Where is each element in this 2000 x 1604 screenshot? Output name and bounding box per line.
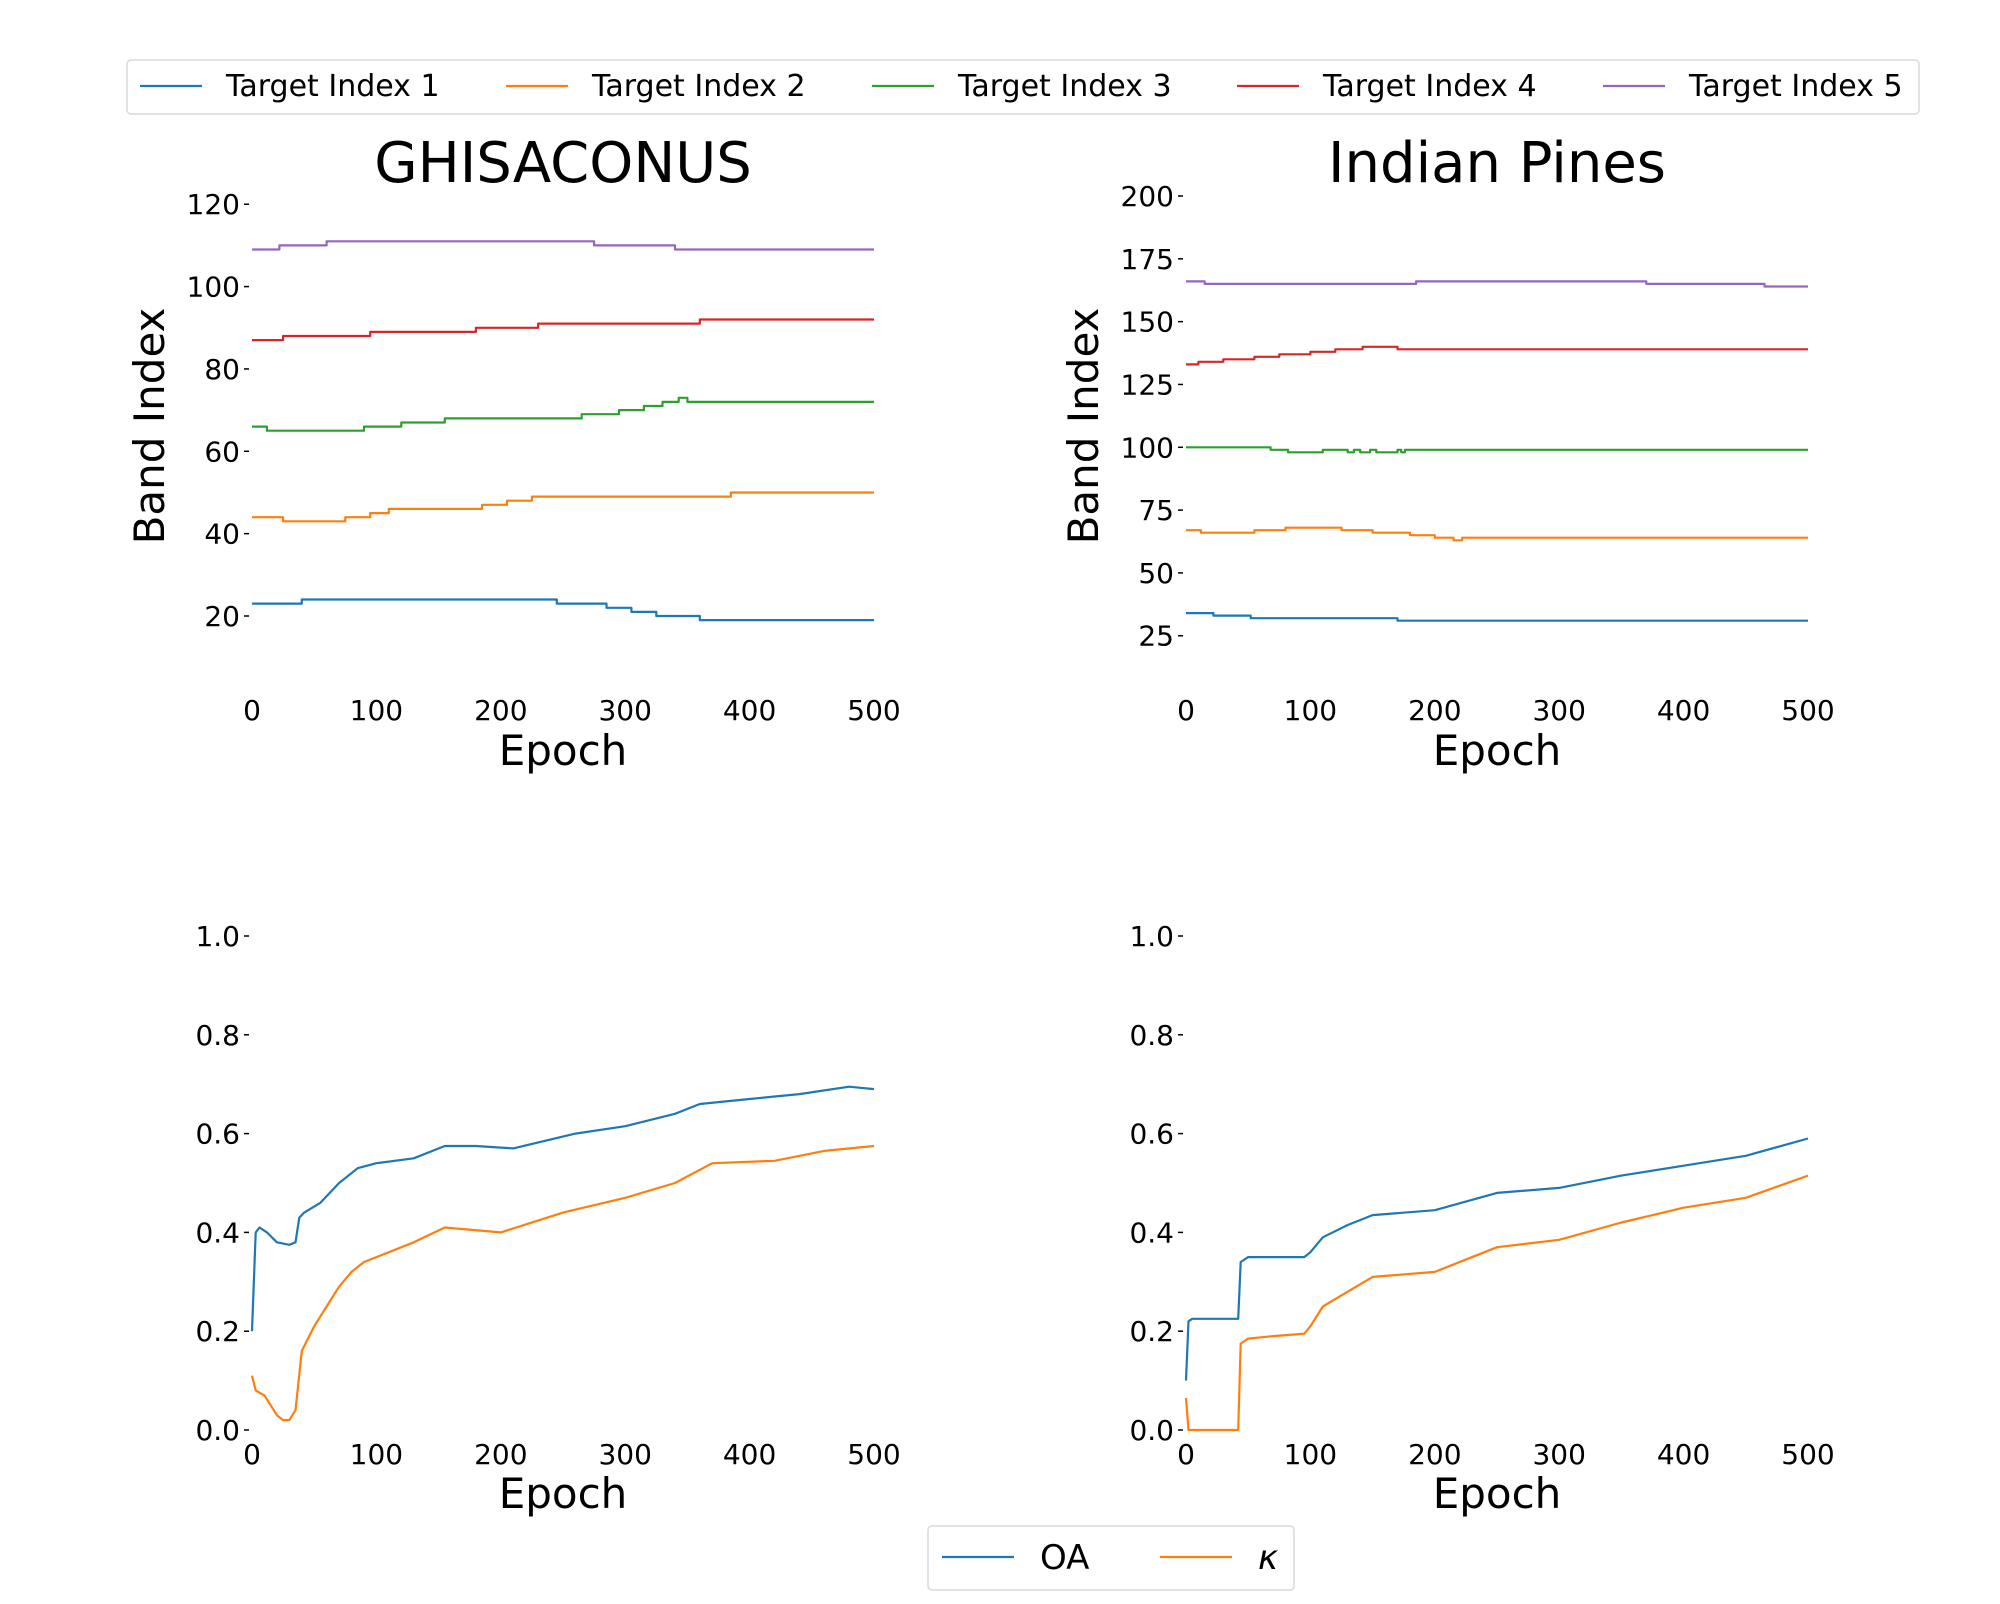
x-axis-label: Epoch — [499, 726, 628, 775]
x-tick-label: 200 — [474, 1438, 527, 1471]
series-line-1 — [250, 1085, 875, 1332]
bottom-legend-frame — [927, 1525, 1295, 1591]
series-line-2 — [1184, 1174, 1809, 1432]
x-axis-label: Epoch — [1433, 726, 1562, 775]
x-axis-label: Epoch — [499, 1469, 628, 1518]
y-tick-label: 0.0 — [1129, 1414, 1174, 1447]
series-line-2 — [252, 491, 874, 523]
series-line-4 — [252, 318, 874, 342]
x-tick-label: 100 — [350, 1438, 403, 1471]
x-tick-label: 0 — [243, 694, 261, 727]
series-line-4 — [1186, 345, 1808, 366]
x-tick-label: 300 — [598, 694, 651, 727]
x-tick-label: 100 — [1284, 1438, 1337, 1471]
accuracy-chart-ghisaconus: Epoch 0 100 200 300 400 500 0.0 0.2 0.4 0.6 0.8 1.0 — [195, 920, 900, 1518]
band-index-chart-ghisaconus: GHISACONUS Band Index Epoch 0 100 200 300 40… — [125, 131, 901, 775]
x-tick-label: 300 — [598, 1438, 651, 1471]
x-tick-label: 300 — [1532, 694, 1585, 727]
series-line-2 — [250, 1144, 875, 1422]
y-tick-label: 40 — [204, 518, 240, 551]
accuracy-chart-indian-pines: Epoch 0 100 200 300 400 500 0.0 0.2 0.4 0.6 0.8 1.0 — [1129, 920, 1834, 1518]
series-line-5 — [1186, 280, 1808, 288]
y-tick-label: 0.2 — [1129, 1315, 1174, 1348]
y-tick-label: 20 — [204, 600, 240, 633]
series-line-1 — [252, 598, 874, 622]
top-legend: Target Index 1 Target Index 2 Target Index… — [126, 59, 1920, 115]
x-tick-label: 500 — [847, 694, 900, 727]
y-tick-label: 1.0 — [1129, 920, 1174, 953]
x-tick-label: 500 — [1781, 1438, 1834, 1471]
x-tick-label: 100 — [350, 694, 403, 727]
x-tick-label: 500 — [847, 1438, 900, 1471]
y-tick-label: 0.8 — [1129, 1019, 1174, 1052]
legend-label: κ — [1258, 1538, 1278, 1578]
x-tick-label: 0 — [243, 1438, 261, 1471]
x-tick-label: 0 — [1177, 1438, 1195, 1471]
y-tick-label: 125 — [1121, 368, 1174, 401]
y-tick-label: 50 — [1138, 557, 1174, 590]
top-legend-frame — [126, 59, 1920, 115]
y-axis-label: Band Index — [125, 308, 174, 545]
y-tick-label: 0.2 — [195, 1315, 240, 1348]
series-line-5 — [252, 240, 874, 251]
y-tick-label: 25 — [1138, 620, 1174, 653]
x-tick-label: 400 — [723, 694, 776, 727]
legend-label: Target Index 2 — [591, 69, 806, 104]
legend-label: Target Index 3 — [957, 69, 1172, 104]
y-tick-label: 0.4 — [195, 1216, 240, 1249]
series-line-3 — [252, 396, 874, 432]
legend-label: Target Index 1 — [225, 69, 440, 104]
y-tick-label: 0.4 — [1129, 1216, 1174, 1249]
legend-label: OA — [1040, 1538, 1089, 1578]
bottom-legend: OA κ — [927, 1525, 1295, 1591]
x-tick-label: 500 — [1781, 694, 1834, 727]
x-axis-label: Epoch — [1433, 1469, 1562, 1518]
series-line-1 — [1186, 612, 1808, 622]
y-tick-label: 200 — [1121, 180, 1174, 213]
x-tick-label: 400 — [1657, 694, 1710, 727]
y-tick-label: 100 — [187, 271, 240, 304]
series-line-3 — [1186, 446, 1808, 454]
x-tick-label: 400 — [1657, 1438, 1710, 1471]
y-tick-label: 120 — [187, 188, 240, 221]
y-tick-label: 1.0 — [195, 920, 240, 953]
y-tick-label: 80 — [204, 353, 240, 386]
legend-label: Target Index 5 — [1688, 69, 1903, 104]
y-tick-label: 175 — [1121, 243, 1174, 276]
series-line-1 — [1184, 1137, 1809, 1381]
x-tick-label: 200 — [1408, 694, 1461, 727]
y-tick-label: 0.8 — [195, 1019, 240, 1052]
chart-title: GHISACONUS — [374, 131, 752, 196]
y-tick-label: 0.0 — [195, 1414, 240, 1447]
x-tick-label: 300 — [1532, 1438, 1585, 1471]
y-tick-label: 150 — [1121, 306, 1174, 339]
x-tick-label: 400 — [723, 1438, 776, 1471]
legend-label: Target Index 4 — [1322, 69, 1537, 104]
y-tick-label: 100 — [1121, 431, 1174, 464]
series-line-2 — [1186, 526, 1808, 542]
y-tick-label: 75 — [1138, 494, 1174, 527]
x-tick-label: 0 — [1177, 694, 1195, 727]
y-tick-label: 60 — [204, 435, 240, 468]
band-index-chart-indian-pines: Indian Pines Band Index Epoch 0 100 200 300… — [1059, 131, 1835, 775]
x-tick-label: 100 — [1284, 694, 1337, 727]
x-tick-label: 200 — [474, 694, 527, 727]
x-tick-label: 200 — [1408, 1438, 1461, 1471]
chart-title: Indian Pines — [1328, 131, 1666, 196]
y-tick-label: 0.6 — [1129, 1118, 1174, 1151]
y-tick-label: 0.6 — [195, 1118, 240, 1151]
y-axis-label: Band Index — [1059, 308, 1108, 545]
